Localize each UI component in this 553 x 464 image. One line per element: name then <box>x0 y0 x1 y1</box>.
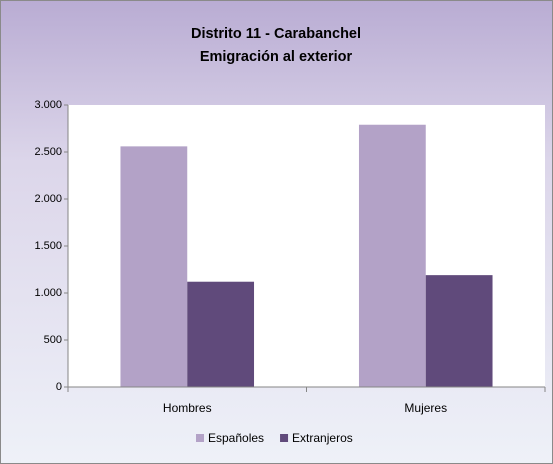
legend-swatch <box>196 434 204 442</box>
legend-label: Españoles <box>208 431 264 445</box>
y-tick-label: 0 <box>56 381 62 393</box>
bar <box>187 281 255 387</box>
y-tick-label: 2.500 <box>34 146 62 158</box>
y-tick-label: 3.000 <box>34 99 62 111</box>
x-tick-label: Hombres <box>163 401 212 415</box>
y-tick-label: 1.500 <box>34 240 62 252</box>
y-tick-label: 1.000 <box>34 287 62 299</box>
bar <box>425 275 493 387</box>
x-tick-label: Mujeres <box>404 401 447 415</box>
chart-title: Distrito 11 - Carabanchel <box>191 26 361 42</box>
y-tick-label: 2.000 <box>34 193 62 205</box>
y-tick-label: 500 <box>44 334 62 346</box>
chart-subtitle: Emigración al exterior <box>200 49 353 65</box>
bar <box>358 124 426 388</box>
bar <box>120 146 188 387</box>
legend-swatch <box>280 434 289 442</box>
legend-label: Extranjeros <box>292 431 353 445</box>
